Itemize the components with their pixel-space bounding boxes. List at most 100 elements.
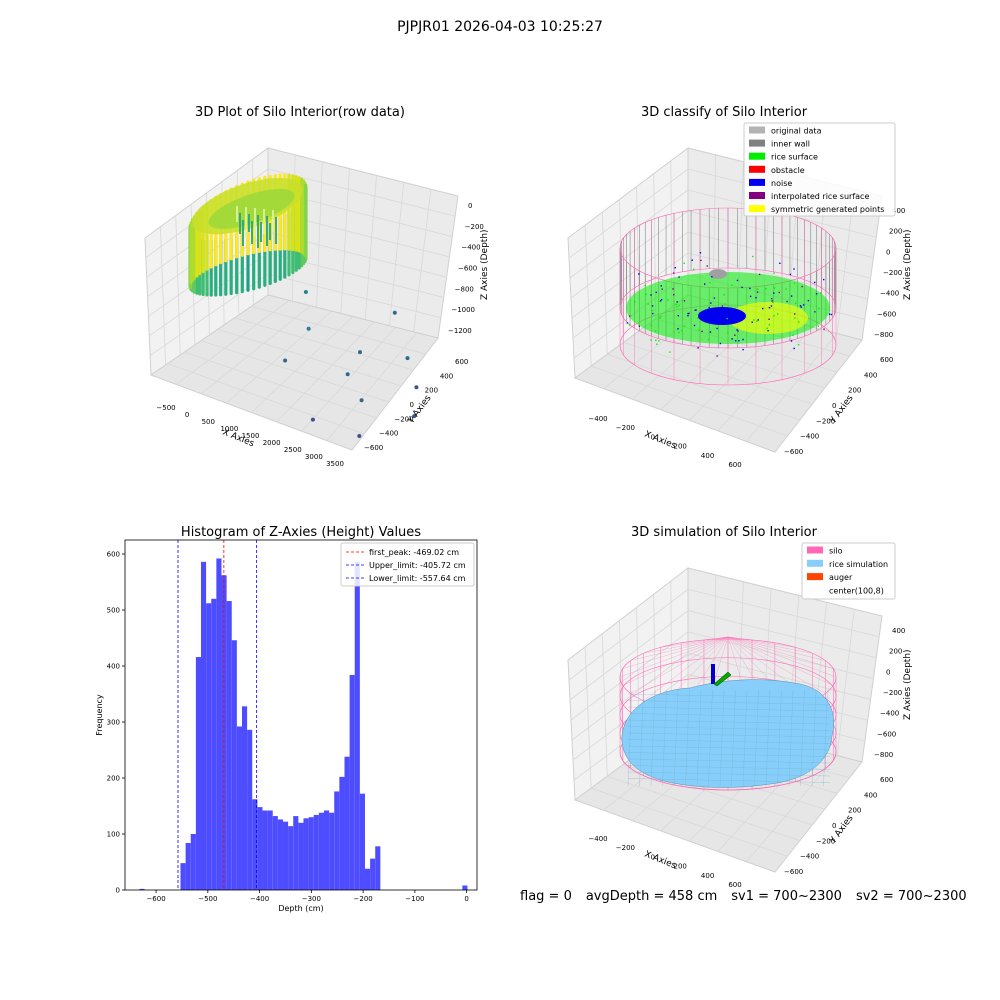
gridline	[568, 168, 689, 259]
gridline	[591, 787, 788, 857]
classified-point	[714, 316, 716, 319]
wall-inner	[208, 188, 295, 229]
classify-x-tick-3: 200	[674, 443, 687, 451]
silo-roof-wire	[660, 636, 729, 648]
gridline	[251, 316, 354, 413]
raw-z-tick-2: −400	[461, 244, 480, 252]
histogram-y-tick-label: 200	[107, 775, 120, 783]
raw-outlier-points	[283, 290, 419, 438]
classified-point	[823, 278, 825, 281]
classified-point	[677, 328, 679, 330]
classified-point	[708, 306, 710, 309]
classified-point	[737, 330, 739, 332]
histogram-bar	[323, 810, 330, 890]
raw-x-tick-5: 2000	[263, 439, 281, 447]
histogram-bar	[334, 791, 340, 890]
classify-legend-swatch	[749, 126, 765, 134]
histogram-bar	[262, 810, 268, 890]
silo-roof-wire	[727, 636, 813, 654]
gridline	[601, 212, 608, 355]
histogram-bar	[236, 726, 242, 890]
classified-point	[790, 340, 793, 342]
outlier-point	[357, 434, 362, 438]
classify-z-tick-0: 400	[892, 207, 905, 215]
gridline	[746, 333, 838, 442]
classified-point	[711, 312, 713, 314]
interior-point-cluster	[263, 209, 265, 234]
rice-mesh-line	[788, 689, 794, 787]
sv2-readout: sv2 = 700~2300	[855, 889, 967, 904]
classify-y-tick-2: −200	[816, 417, 835, 425]
histogram-reference-lines	[177, 540, 258, 890]
flag-readout: flag = 0	[520, 889, 572, 904]
classified-point	[672, 288, 674, 290]
classify-y-tick-3: 0	[832, 402, 836, 410]
histogram-bars	[139, 558, 468, 890]
classify-legend-swatch	[749, 165, 765, 173]
classified-point	[699, 314, 702, 316]
simulation-legend-swatch	[807, 573, 823, 581]
raw-x-tick-4: 1500	[242, 432, 260, 440]
classified-point	[647, 303, 649, 305]
gridline	[201, 340, 389, 403]
classified-point	[658, 300, 661, 302]
histogram-y-tick-label: 400	[107, 663, 120, 671]
rice-mesh-line	[627, 771, 831, 777]
classified-point	[773, 272, 775, 274]
classified-point	[755, 297, 757, 299]
classified-point	[669, 351, 671, 353]
classified-point	[731, 338, 733, 340]
gridline	[591, 365, 788, 437]
classified-point	[751, 321, 753, 323]
classify-x-tick-4: 400	[701, 452, 714, 460]
silo-roof-wire	[619, 636, 729, 678]
raw-z-tick-3: −600	[458, 265, 477, 273]
classified-point	[629, 315, 631, 317]
rice-mesh-line	[719, 689, 725, 787]
outlier-point	[405, 356, 410, 361]
classified-point	[794, 317, 796, 319]
classify-legend-label: obstacle	[771, 166, 805, 175]
classified-point	[830, 313, 833, 316]
gridline	[316, 161, 323, 308]
simulation-y-tick-4: 200	[848, 807, 861, 815]
raw-x-tick-1: 0	[185, 411, 189, 419]
classify-legend-label: symmetric generated points	[771, 205, 884, 214]
outlier-point	[345, 372, 350, 377]
silo-roof-wire	[622, 636, 729, 669]
classified-point	[807, 299, 810, 302]
classified-point	[687, 312, 689, 315]
status-footer: flag = 0 avgDepth = 458 cm sv1 = 700~2300 s…	[520, 889, 981, 904]
classified-point	[713, 297, 716, 299]
classified-point	[683, 300, 686, 302]
classify-legend-swatch	[749, 178, 765, 186]
classified-point	[659, 317, 661, 319]
outlier-point	[310, 417, 315, 422]
histogram-x-ticks: −600 −500 −400 −300 −200 −100 0	[146, 890, 469, 903]
rice-mesh-line	[731, 689, 736, 787]
histogram-x-tick-label: −500	[198, 895, 217, 903]
simulation-y-tick-0: −600	[784, 868, 803, 876]
classified-point	[728, 317, 731, 319]
simulation-y-tick-6: 600	[880, 776, 893, 784]
classified-point	[638, 325, 640, 327]
outlier-point	[414, 385, 419, 390]
simulation-z-tick-5: −600	[877, 730, 896, 738]
simulation-x-tick-3: 200	[674, 863, 687, 871]
classified-point	[800, 306, 802, 308]
histogram-legend-label: first_peak: -469.02 cm	[369, 548, 459, 557]
classify-legend-swatch	[749, 152, 765, 160]
gridline	[326, 332, 418, 441]
classified-point	[673, 272, 675, 274]
classified-point	[757, 319, 759, 321]
gridline	[687, 610, 877, 659]
gridline	[601, 633, 608, 777]
simulation-z-tick-6: −800	[874, 751, 893, 759]
classified-point	[756, 320, 758, 322]
classified-point	[753, 319, 755, 321]
raw-x-tick-6: 2500	[284, 446, 302, 454]
histogram-x-tick-label: −200	[354, 895, 373, 903]
classify-legend-label: interpolated rice surface	[771, 192, 869, 201]
classified-point	[638, 273, 640, 275]
histogram-bar	[370, 858, 376, 890]
